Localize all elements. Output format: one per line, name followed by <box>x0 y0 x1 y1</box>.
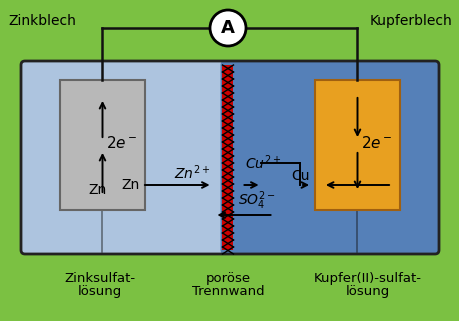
Text: lösung: lösung <box>78 285 122 298</box>
Text: Zn: Zn <box>88 183 106 197</box>
Text: $Zn^{2+}$: $Zn^{2+}$ <box>174 163 210 182</box>
Text: $SO_4^{2-}$: $SO_4^{2-}$ <box>238 189 276 212</box>
Bar <box>314 80 399 210</box>
Text: Cu: Cu <box>291 169 309 183</box>
Text: Zinksulfat-: Zinksulfat- <box>64 272 135 285</box>
Text: $Cu^{2+}$: $Cu^{2+}$ <box>245 154 281 172</box>
Text: $2e^-$: $2e^-$ <box>361 135 392 151</box>
Bar <box>222 65 233 250</box>
Bar <box>60 80 145 210</box>
Text: lösung: lösung <box>345 285 389 298</box>
Text: Trennwand: Trennwand <box>191 285 264 298</box>
FancyBboxPatch shape <box>21 61 239 254</box>
Text: A: A <box>221 19 235 37</box>
Text: poröse: poröse <box>205 272 250 285</box>
Text: $2e^-$: $2e^-$ <box>106 135 138 151</box>
Text: Kupfer(II)-sulfat-: Kupfer(II)-sulfat- <box>313 272 421 285</box>
Text: Kupferblech: Kupferblech <box>369 14 451 28</box>
Text: Zinkblech: Zinkblech <box>8 14 76 28</box>
Text: Zn: Zn <box>122 178 140 192</box>
Circle shape <box>210 10 246 46</box>
FancyBboxPatch shape <box>220 61 438 254</box>
